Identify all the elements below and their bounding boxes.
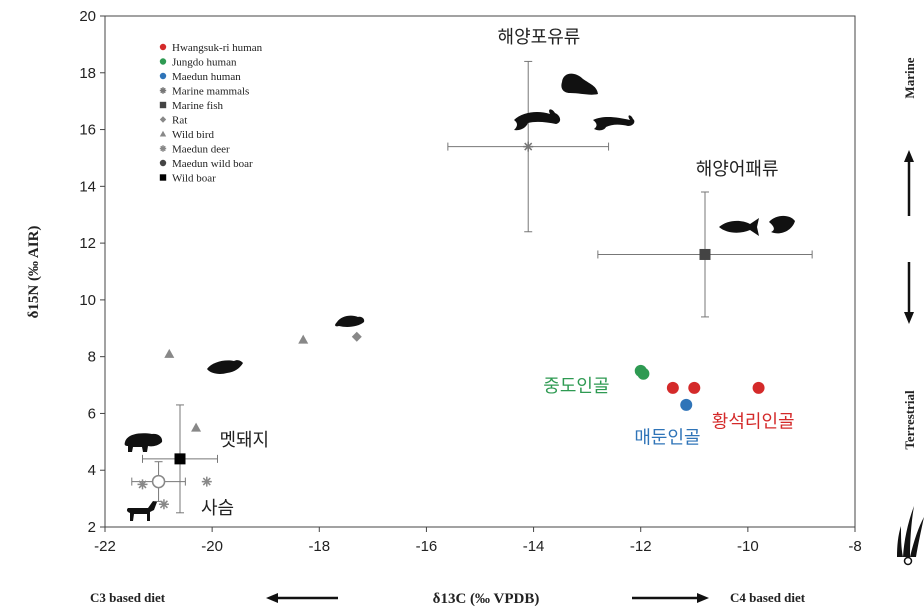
data-point: [699, 248, 711, 260]
data-point: [637, 367, 650, 380]
legend-label: Maedun human: [172, 71, 241, 83]
legend-marker: [159, 58, 167, 65]
y-tick-label: 14: [79, 178, 96, 195]
legend-label: Wild boar: [172, 173, 216, 185]
annotation-label: 중도인골: [543, 376, 609, 397]
y-tick-label: 4: [88, 462, 96, 479]
legend-marker: [159, 43, 167, 51]
data-point: [191, 422, 202, 432]
c4-diet-label: C4 based diet: [730, 590, 806, 605]
marine-label: Marine: [902, 57, 917, 98]
rat-icon: [335, 315, 365, 327]
legend-marker: [159, 72, 167, 80]
data-point: [298, 334, 309, 344]
data-point: [151, 474, 166, 489]
data-point: [752, 381, 765, 394]
data-point: [666, 381, 679, 394]
x-tick-label: -20: [201, 538, 223, 555]
wild-boar-icon: [124, 433, 163, 452]
deer-icon: [126, 501, 157, 521]
axes: -22 -20 -18 -16 -14 -12 -10 -8 2 4 6 8 10 12 14 16 18 20: [79, 8, 861, 555]
legend-label: Jungdo human: [172, 57, 237, 69]
marine-terrestrial-indicator: Marine Terrestrial: [902, 57, 917, 449]
animal-silhouettes: [124, 73, 924, 566]
x-tick-label: -10: [737, 538, 759, 555]
dolphin-icon: [593, 115, 635, 131]
data-point: [164, 348, 175, 358]
legend-marker: [159, 87, 167, 94]
data-point: [174, 453, 186, 465]
dolphin-icon: [514, 109, 561, 131]
annotation-label: 매둔인골: [634, 427, 700, 448]
y-tick-label: 6: [88, 405, 96, 422]
y-tick-label: 20: [79, 8, 96, 25]
legend-label: Wild bird: [172, 129, 215, 141]
legend: Hwangsuk-ri human Jungdo human Maedun huma…: [159, 42, 263, 185]
legend-marker: [159, 145, 167, 152]
data-point: [201, 476, 212, 487]
annotation-label: 해양어패류: [696, 159, 779, 180]
x-tick-label: -18: [308, 538, 330, 555]
data-points: [137, 141, 765, 510]
y-tick-label: 12: [79, 235, 96, 252]
legend-marker: [159, 174, 167, 181]
data-point: [523, 141, 534, 152]
x-axis-title: δ13C (‰ VPDB): [433, 591, 540, 607]
plot-area: [104, 15, 856, 528]
legend-label: Marine fish: [172, 100, 224, 112]
seal-icon: [561, 73, 598, 95]
up-arrow-head-icon: [904, 150, 914, 162]
annotation-label: 멧돼지: [219, 430, 269, 451]
grass-icon: [897, 506, 924, 557]
y-tick-label: 10: [79, 292, 96, 309]
annotation-label: 황석리인골: [712, 412, 795, 433]
x-tick-label: -12: [630, 538, 652, 555]
legend-label: Hwangsuk-ri human: [172, 42, 263, 54]
legend-label: Rat: [172, 115, 187, 127]
grass-icon: [903, 556, 913, 566]
legend-label: Marine mammals: [172, 86, 249, 98]
fish-icon: [769, 215, 795, 234]
y-tick-label: 8: [88, 349, 96, 366]
annotation-label: 사슴: [201, 498, 234, 519]
legend-label: Maedun deer: [172, 144, 230, 156]
legend-marker: [159, 159, 167, 167]
c3-diet-label: C3 based diet: [90, 590, 166, 605]
data-point: [137, 479, 148, 490]
data-point: [158, 499, 169, 510]
annotation-label: 해양포유류: [498, 27, 581, 48]
legend-marker: [159, 116, 167, 123]
y-tick-label: 16: [79, 122, 96, 139]
data-point: [351, 331, 362, 342]
bird-icon: [207, 360, 243, 374]
down-arrow-head-icon: [904, 312, 914, 324]
fish-icon: [719, 218, 759, 236]
right-arrow-head-icon: [697, 593, 709, 603]
left-arrow-head-icon: [266, 593, 278, 603]
data-point: [688, 381, 701, 394]
legend-marker: [159, 130, 167, 137]
y-axis-title: δ15N (‰ AIR): [26, 226, 42, 319]
legend-marker: [159, 101, 167, 109]
y-tick-label: 2: [88, 519, 96, 536]
x-tick-label: -14: [523, 538, 545, 555]
x-tick-label: -22: [94, 538, 116, 555]
legend-label: Maedun wild boar: [172, 158, 253, 170]
y-tick-label: 18: [79, 65, 96, 82]
terrestrial-label: Terrestrial: [902, 390, 917, 450]
x-tick-label: -16: [416, 538, 438, 555]
data-point: [680, 398, 693, 411]
x-tick-label: -8: [848, 538, 861, 555]
